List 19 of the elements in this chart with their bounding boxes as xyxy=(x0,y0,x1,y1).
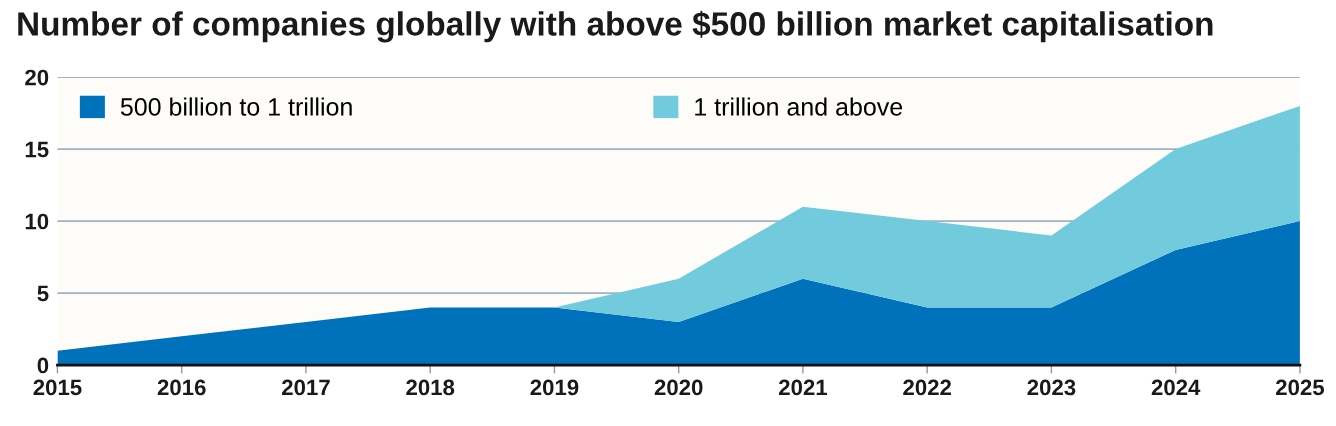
x-tick-label: 2021 xyxy=(778,379,828,396)
x-tick-label: 2017 xyxy=(282,379,330,396)
x-tick-label: 2025 xyxy=(1275,379,1325,396)
y-tick-label: 0 xyxy=(37,357,49,374)
x-tick-label: 2020 xyxy=(654,379,703,396)
x-tick-label: 2016 xyxy=(157,379,206,396)
y-tick-label: 20 xyxy=(25,69,49,86)
x-tick-label: 2018 xyxy=(406,379,455,396)
x-tick-label: 2024 xyxy=(1151,379,1201,396)
x-tick-label: 2022 xyxy=(903,379,952,396)
x-tick-label: 2015 xyxy=(33,379,82,396)
legend-label: 1 trillion and above xyxy=(695,97,903,116)
x-tick-label: 2019 xyxy=(530,379,579,396)
x-tick-label: 2023 xyxy=(1027,379,1076,396)
chart-title: Number of companies globally with above $500 billion market capitalisation xyxy=(18,10,1213,43)
y-tick-label: 10 xyxy=(25,213,49,230)
y-tick-label: 5 xyxy=(37,285,49,302)
legend-label: 500 billion to 1 trillion xyxy=(120,97,352,116)
y-tick-label: 15 xyxy=(25,141,49,158)
